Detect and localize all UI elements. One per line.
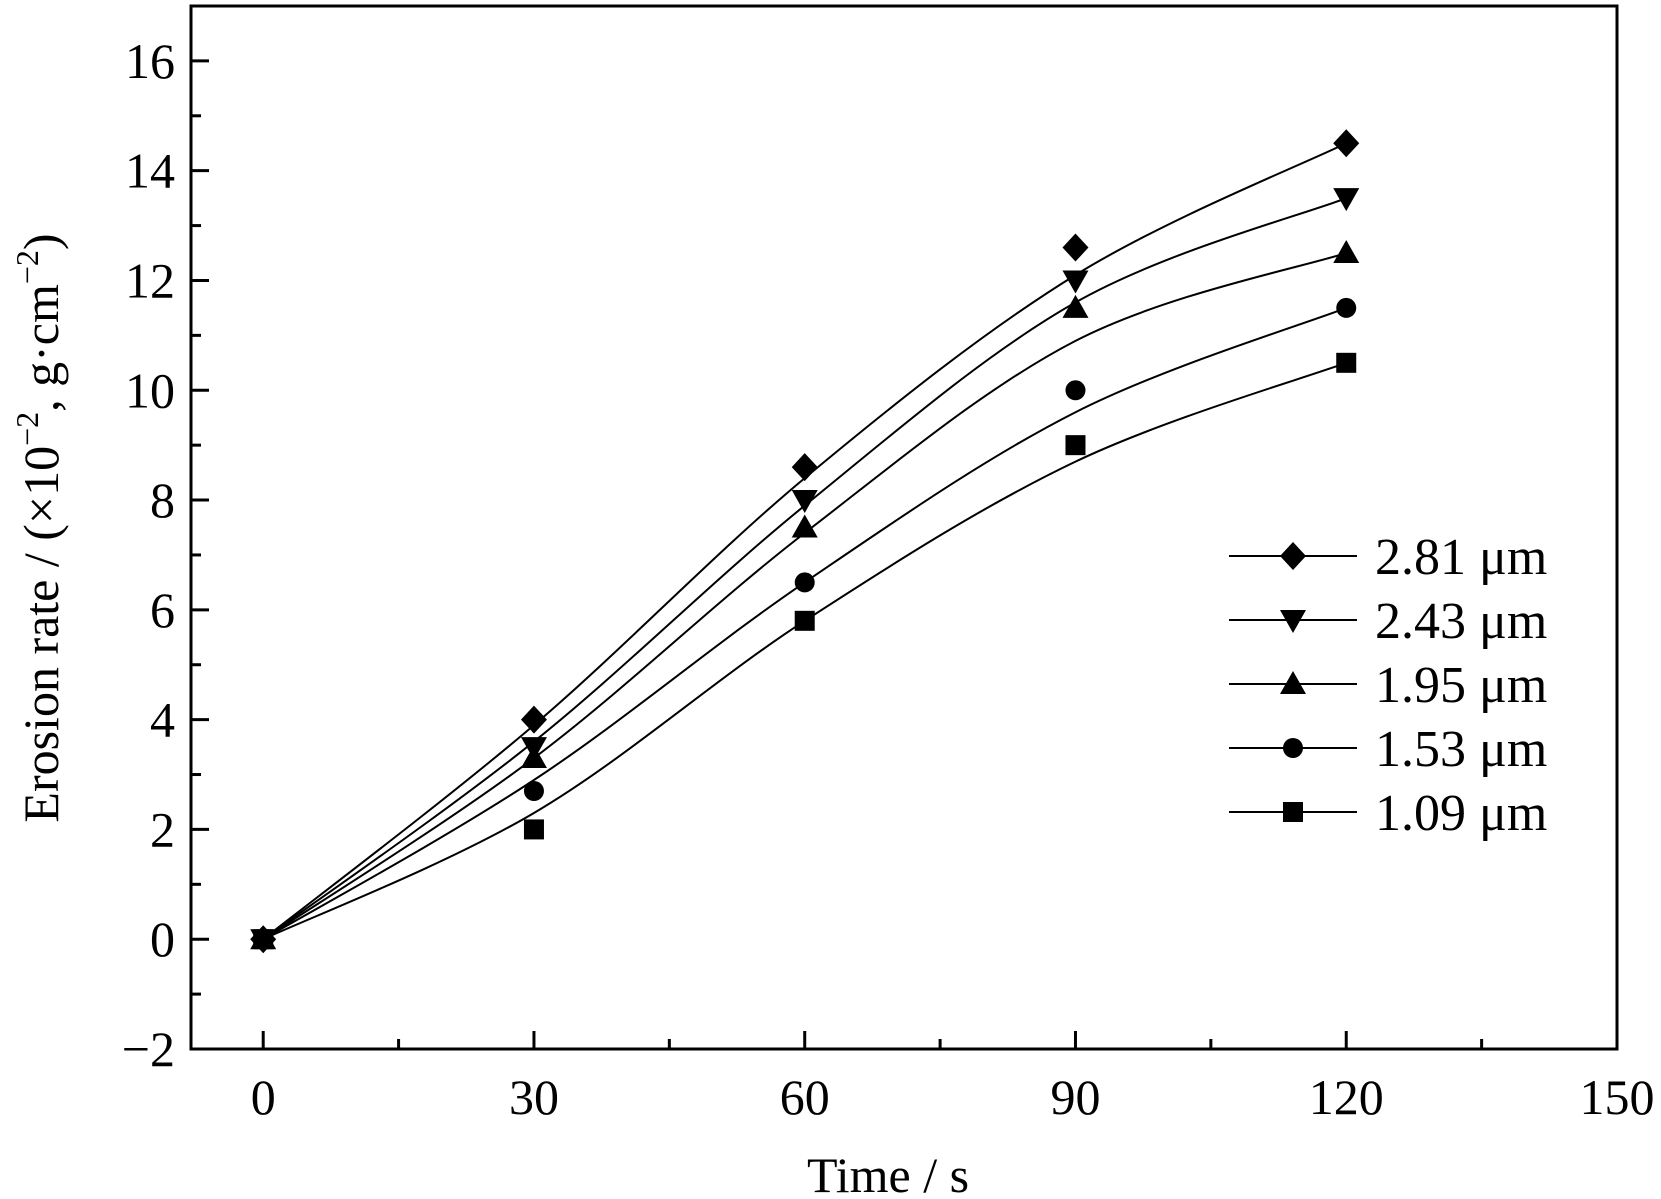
legend: 2.81 μm 2.43 μm 1.95 μm 1.53 μm 1.09 μm	[1229, 529, 1547, 842]
y-tick-label: 8	[150, 472, 175, 528]
fit-curve	[262, 197, 1347, 941]
data-point	[791, 514, 818, 538]
data-point	[1333, 240, 1360, 264]
data-point	[523, 819, 544, 840]
data-point	[1062, 233, 1089, 262]
fit-curve	[262, 142, 1347, 940]
x-tick-label: 30	[509, 1069, 559, 1125]
y-axis-label-end: )	[13, 233, 69, 250]
legend-marker	[1280, 542, 1306, 570]
data-point	[520, 745, 547, 769]
y-tick-label: −2	[122, 1021, 175, 1077]
y-tick-label: 14	[125, 143, 175, 199]
legend-marker	[1283, 738, 1303, 758]
legend-marker	[1280, 671, 1306, 694]
data-markers	[250, 129, 1360, 954]
y-tick-label: 4	[150, 692, 175, 748]
data-point	[1062, 294, 1089, 318]
legend-entry-label: 2.43 μm	[1375, 593, 1547, 650]
y-axis-label-sup2: −2	[9, 250, 45, 284]
x-tick-label: 60	[780, 1069, 830, 1125]
x-tick-label: 0	[251, 1069, 276, 1125]
data-point	[523, 780, 544, 801]
y-tick-label: 6	[150, 582, 175, 638]
y-tick-label: 2	[150, 801, 175, 857]
x-tick-label: 150	[1580, 1069, 1655, 1125]
fit-curve	[262, 252, 1347, 941]
data-point	[794, 572, 815, 593]
legend-entry-label: 1.09 μm	[1375, 785, 1547, 842]
y-tick-label: 12	[125, 252, 175, 308]
data-point	[791, 490, 818, 514]
y-axis-label-sup1: −2	[9, 412, 45, 446]
y-tick-label: 16	[125, 33, 175, 89]
legend-entry-label: 1.53 μm	[1375, 721, 1547, 778]
x-axis-ticks: 0 30 60 90 120 150	[251, 1031, 1655, 1125]
legend-entry-label: 2.81 μm	[1375, 529, 1547, 586]
legend-marker	[1280, 610, 1306, 633]
data-point	[1333, 129, 1360, 158]
fit-curves	[262, 142, 1347, 941]
y-axis-label: Erosion rate / (×10−2, g·cm−2)	[9, 233, 69, 822]
y-axis-label-main: Erosion rate / (×10	[13, 446, 69, 823]
x-axis-label: Time / s	[807, 1147, 969, 1199]
y-axis-label-mid: , g·cm	[13, 284, 69, 412]
data-point	[1333, 188, 1360, 212]
fit-curve	[262, 361, 1347, 941]
y-axis-ticks: −2 0 2 4 6 8 10 12 14 16	[122, 4, 209, 1077]
legend-marker	[1283, 802, 1303, 822]
data-point	[1065, 380, 1086, 401]
data-point	[1336, 352, 1357, 373]
y-tick-label: 10	[125, 362, 175, 418]
data-point	[1336, 297, 1357, 318]
data-point	[1062, 270, 1089, 294]
plot-frame	[189, 4, 1619, 1051]
data-point	[253, 929, 274, 950]
data-point	[1065, 435, 1086, 456]
data-point	[791, 453, 818, 482]
legend-entry-label: 1.95 μm	[1375, 657, 1547, 714]
data-point	[794, 610, 815, 631]
x-tick-label: 90	[1050, 1069, 1100, 1125]
y-tick-label: 0	[150, 911, 175, 967]
x-tick-label: 120	[1309, 1069, 1384, 1125]
data-point	[520, 705, 547, 734]
